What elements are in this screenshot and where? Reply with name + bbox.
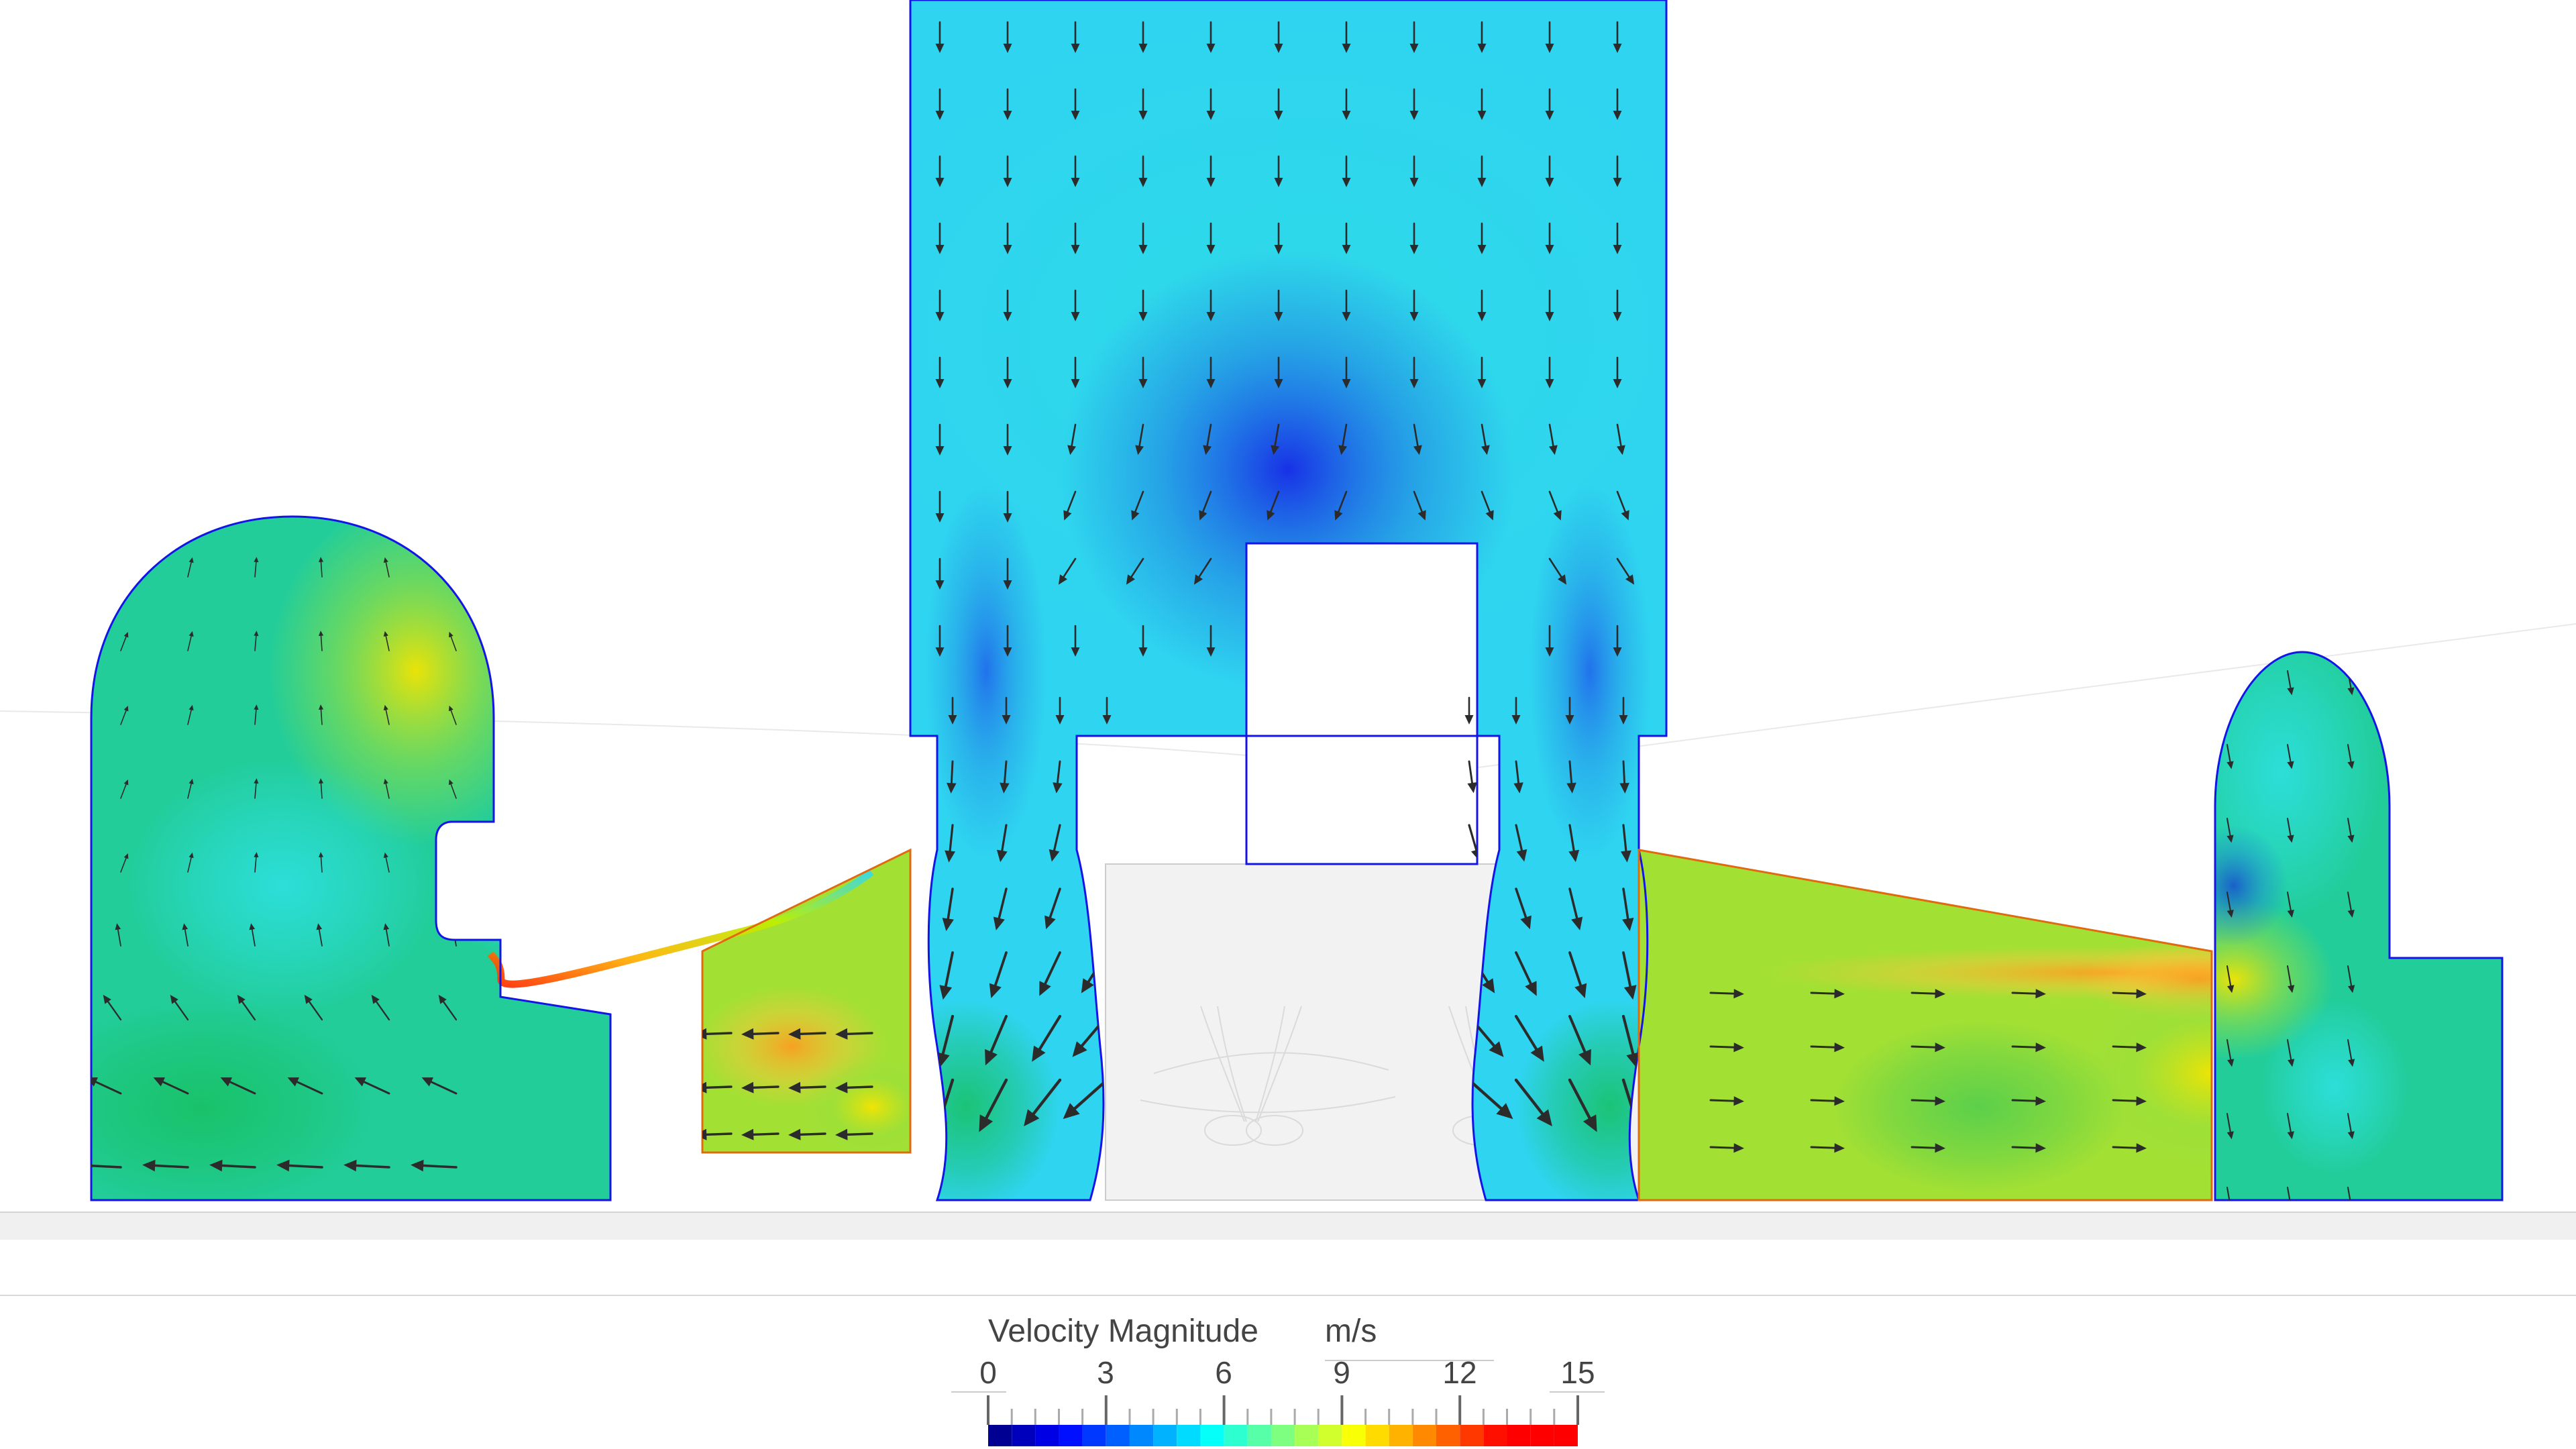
svg-text:6: 6 — [1215, 1355, 1232, 1390]
svg-text:Velocity Magnitude: Velocity Magnitude — [988, 1313, 1258, 1349]
svg-text:m/s: m/s — [1325, 1313, 1377, 1349]
svg-text:3: 3 — [1097, 1355, 1114, 1390]
svg-text:15: 15 — [1560, 1355, 1595, 1390]
svg-text:9: 9 — [1333, 1355, 1350, 1390]
svg-text:0: 0 — [979, 1355, 997, 1390]
svg-text:12: 12 — [1442, 1355, 1477, 1390]
